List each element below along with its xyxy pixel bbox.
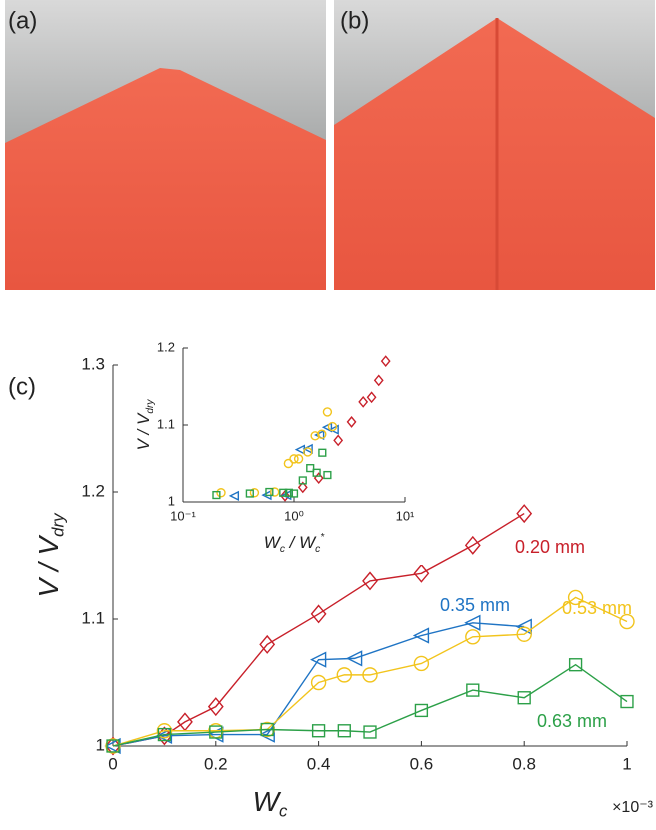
x-tick-label: 0.4 [307,754,331,773]
series-label: 0.63 mm [537,711,607,731]
series-line [113,623,524,746]
series-label: 0.53 mm [562,598,632,618]
label-part: c [315,544,320,555]
x-scale-note: ×10⁻³ [612,799,654,816]
data-point [517,505,531,522]
series-line [113,665,627,746]
panel-label: (a) [8,7,37,34]
photo-a [5,0,326,290]
inset-background [133,336,425,565]
label-part: c [279,802,288,821]
label-part: V / V [134,412,153,451]
y-tick-label: 1.3 [81,354,105,373]
y-tick-label: 1 [96,735,105,754]
x-tick-label: 10⁻¹ [170,508,196,523]
x-tick-label: 0.8 [512,754,536,773]
x-axis-label: Wc [253,786,288,820]
y-tick-label: 1.1 [81,608,105,627]
y-tick-label: 1.2 [81,481,105,500]
series-label: 0.35 mm [440,595,510,615]
x-tick-label: 0.6 [410,754,434,773]
x-tick-label: 10¹ [396,508,415,523]
photo-b [334,0,655,290]
y-tick-label: 1 [168,493,175,508]
x-tick-label: 1 [622,754,631,773]
x-tick-label: 0 [108,754,117,773]
series-label: 0.20 mm [515,537,585,557]
y-tick-label: 1.2 [157,339,175,354]
figure: (a) (b) (c) 1 1.1 1.2 1.3 0 0.2 0.4 0.6 0.8 1 V / … [0,0,656,825]
label-part: W [253,786,282,817]
label-part: dry [145,399,156,414]
y-tick-label: 1.1 [157,416,175,431]
x-tick-label: 0.2 [204,754,228,773]
label-part: / W [285,533,317,552]
panel-label: (b) [340,7,369,34]
y-axis-label: V / Vdry [33,512,67,598]
label-part: V / V [33,534,64,597]
panel-label: (c) [8,373,36,400]
x-tick-label: 10⁰ [284,508,304,523]
label-part: dry [49,512,68,537]
